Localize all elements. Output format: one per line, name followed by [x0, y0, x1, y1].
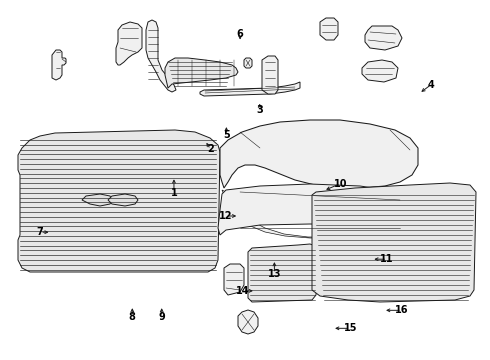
Polygon shape: [52, 50, 66, 80]
Text: 14: 14: [236, 286, 250, 296]
Polygon shape: [18, 130, 220, 272]
Polygon shape: [200, 82, 300, 96]
Text: 10: 10: [334, 179, 347, 189]
Polygon shape: [262, 56, 278, 94]
Polygon shape: [238, 310, 258, 334]
Polygon shape: [82, 194, 112, 206]
Text: 6: 6: [237, 29, 244, 39]
Polygon shape: [320, 18, 338, 40]
Text: 16: 16: [395, 305, 409, 315]
Polygon shape: [365, 26, 402, 50]
Text: 3: 3: [256, 105, 263, 115]
Polygon shape: [108, 194, 138, 206]
Polygon shape: [146, 20, 176, 92]
Polygon shape: [218, 184, 435, 235]
Text: 12: 12: [219, 211, 232, 221]
Text: 2: 2: [207, 144, 214, 154]
Polygon shape: [116, 22, 142, 65]
Polygon shape: [220, 120, 418, 188]
Polygon shape: [222, 188, 418, 238]
Text: 9: 9: [158, 312, 165, 322]
Text: 15: 15: [343, 323, 357, 333]
Polygon shape: [312, 183, 476, 302]
Polygon shape: [248, 244, 318, 302]
Polygon shape: [165, 58, 238, 88]
Polygon shape: [355, 205, 376, 224]
Text: 7: 7: [37, 227, 44, 237]
Polygon shape: [244, 58, 252, 68]
Text: 5: 5: [223, 130, 230, 140]
Polygon shape: [362, 60, 398, 82]
Text: 11: 11: [380, 254, 394, 264]
Text: 4: 4: [428, 80, 435, 90]
Polygon shape: [224, 264, 244, 295]
Text: 13: 13: [268, 269, 281, 279]
Text: 1: 1: [171, 188, 177, 198]
Text: 8: 8: [129, 312, 136, 322]
